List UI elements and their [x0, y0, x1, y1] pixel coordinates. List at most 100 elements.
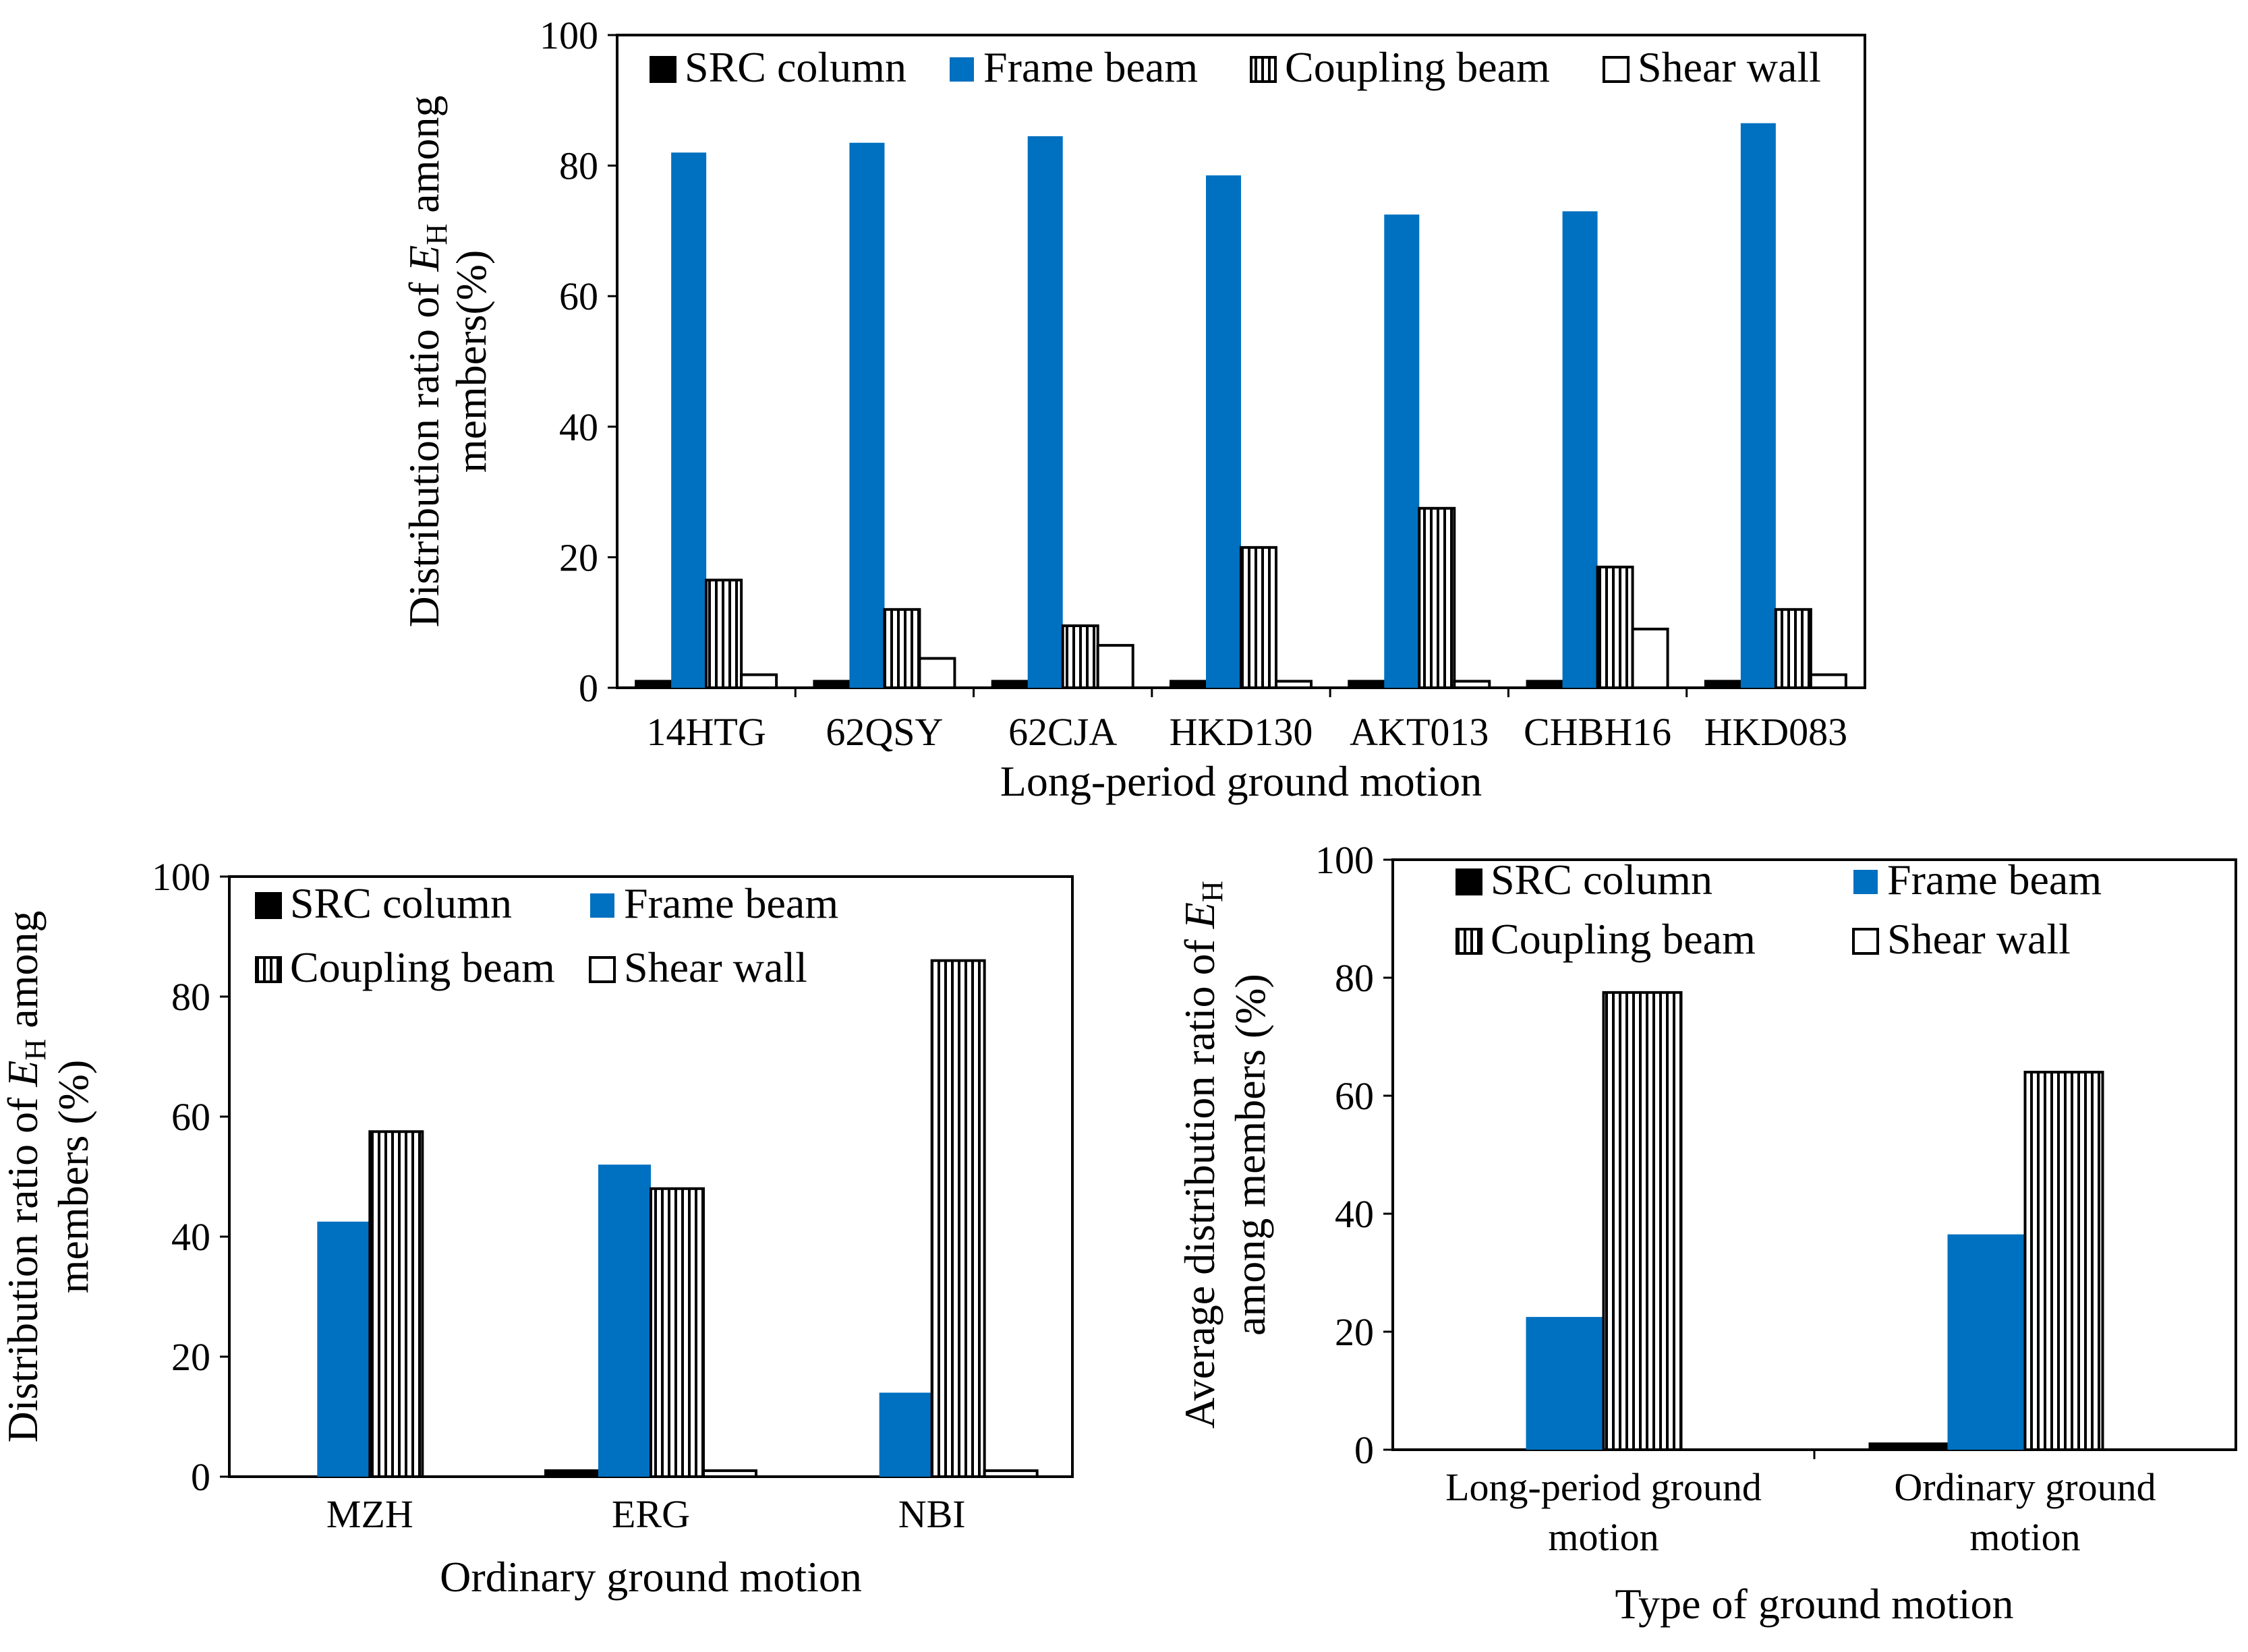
y-tick-label: 40	[559, 405, 598, 449]
bar-src-column	[1348, 680, 1386, 690]
bar-shear-wall	[702, 1469, 757, 1479]
legend-swatch-shear-wall	[589, 956, 616, 983]
bar-shear-wall	[740, 673, 778, 690]
legend-label-coupling-beam: Coupling beam	[1491, 915, 1756, 963]
y-tick-label: 20	[171, 1335, 210, 1379]
bar-coupling-beam	[1596, 565, 1634, 689]
y-axis-title-line2: members(%)	[447, 250, 495, 473]
y-tick-label: 0	[191, 1455, 210, 1499]
bar-src-column	[635, 680, 673, 690]
x-tick-label: ERG	[612, 1492, 690, 1536]
legend-swatch-frame-beam	[590, 893, 614, 918]
bar-frame-beam	[1027, 136, 1063, 688]
x-axis-title: Long-period ground motion	[1000, 757, 1482, 805]
bar-src-column	[1526, 680, 1564, 690]
chart-long-period: 0 20 40 60 80 100 14HTG 62QSY 62CJA HKD130 AKT013 C…	[400, 13, 1866, 805]
bar-shear-wall	[1809, 673, 1847, 690]
bar-frame-beam	[1947, 1234, 2025, 1450]
y-tick-label: 80	[171, 975, 210, 1019]
y-axis-title-line1: Average distribution ratio of EH	[1176, 881, 1229, 1429]
legend-label-coupling-beam: Coupling beam	[290, 943, 555, 991]
bar-frame-beam	[1206, 175, 1241, 688]
bar-frame-beam	[1526, 1317, 1604, 1450]
legend-swatch-frame-beam	[950, 57, 974, 82]
x-tick-label: Long-period ground	[1445, 1465, 1762, 1509]
bar-shear-wall	[983, 1469, 1039, 1479]
bar-src-column	[544, 1469, 600, 1479]
bar-shear-wall	[1096, 644, 1134, 690]
legend-swatch-src-column	[650, 56, 676, 83]
legend-label-frame-beam: Frame beam	[983, 43, 1198, 91]
legend-label-coupling-beam: Coupling beam	[1285, 43, 1550, 91]
y-tick-label: 100	[540, 13, 598, 57]
bar-frame-beam	[849, 142, 885, 688]
bar-src-column	[1704, 680, 1742, 690]
x-tick-label: CHBH16	[1524, 710, 1671, 754]
x-axis-title: Type of ground motion	[1615, 1580, 2014, 1628]
legend-label-frame-beam: Frame beam	[1887, 856, 2102, 904]
y-tick-label: 60	[559, 274, 598, 318]
bar-shear-wall	[1453, 680, 1491, 690]
legend-swatch-coupling-beam	[1456, 928, 1482, 955]
bar-frame-beam	[317, 1221, 370, 1477]
legend-label-src-column: SRC column	[685, 43, 906, 91]
bar-shear-wall	[1631, 627, 1669, 690]
legend-swatch-src-column	[255, 892, 282, 919]
bar-coupling-beam	[930, 959, 986, 1478]
bar-coupling-beam	[1240, 545, 1277, 689]
chart-average: 0 20 40 60 80 100 Long-period ground motion Ordi…	[1176, 838, 2237, 1628]
y-tick-label: 40	[171, 1215, 210, 1259]
bar-frame-beam	[671, 152, 707, 688]
y-tick-label: 40	[1335, 1192, 1374, 1236]
legend-label-src-column: SRC column	[290, 879, 512, 927]
y-tick-label: 0	[579, 666, 598, 710]
bar-coupling-beam	[1061, 624, 1099, 689]
bar-frame-beam	[879, 1392, 932, 1477]
bar-frame-beam	[1562, 211, 1598, 688]
legend-label-frame-beam: Frame beam	[624, 879, 838, 927]
y-tick-label: 60	[1335, 1074, 1374, 1118]
bar-coupling-beam	[883, 608, 921, 690]
x-tick-label: 14HTG	[647, 710, 766, 754]
bar-frame-beam	[1384, 214, 1420, 688]
bar-src-column	[1170, 680, 1207, 690]
bar-coupling-beam	[705, 579, 743, 690]
x-tick-label: motion	[1548, 1515, 1659, 1559]
legend-swatch-frame-beam	[1853, 870, 1878, 894]
bar-coupling-beam	[1418, 506, 1456, 689]
x-tick-label: Ordinary ground	[1894, 1465, 2156, 1509]
x-tick-label: 62QSY	[826, 710, 943, 754]
y-tick-label: 100	[152, 855, 210, 899]
bar-shear-wall	[1275, 680, 1313, 690]
bar-src-column	[813, 680, 851, 690]
bar-coupling-beam	[1602, 991, 1683, 1451]
x-tick-label: AKT013	[1350, 710, 1489, 754]
legend-swatch-coupling-beam	[255, 956, 282, 983]
y-axis-title-line1: Distribution ratio of EH among	[400, 96, 453, 628]
x-tick-label: motion	[1969, 1515, 2080, 1559]
legend-label-shear-wall: Shear wall	[1638, 43, 1821, 91]
y-axis-title-line2: members (%)	[49, 1060, 97, 1294]
bar-coupling-beam	[368, 1130, 424, 1478]
bar-src-column	[1868, 1442, 1949, 1451]
y-tick-label: 0	[1354, 1428, 1374, 1472]
bar-frame-beam	[1740, 123, 1776, 688]
legend-swatch-coupling-beam	[1250, 56, 1277, 83]
legend-label-shear-wall: Shear wall	[624, 943, 807, 991]
bar-shear-wall	[918, 657, 956, 690]
x-tick-label: NBI	[898, 1492, 966, 1536]
x-tick-label: 62CJA	[1008, 710, 1117, 754]
x-tick-label: HKD130	[1170, 710, 1313, 754]
bar-src-column	[991, 680, 1029, 690]
x-axis-title: Ordinary ground motion	[440, 1553, 862, 1601]
x-tick-label: MZH	[326, 1492, 413, 1536]
legend-swatch-shear-wall	[1603, 56, 1630, 83]
legend-label-src-column: SRC column	[1491, 856, 1712, 904]
y-tick-label: 60	[171, 1095, 210, 1139]
legend-swatch-src-column	[1456, 868, 1482, 895]
y-tick-label: 20	[1335, 1310, 1374, 1354]
y-tick-label: 80	[1335, 956, 1374, 1000]
chart-ordinary: 0 20 40 60 80 100 MZH ERG NBI Ordinary ground mot…	[0, 855, 1074, 1601]
y-axis-title-line2: among members (%)	[1226, 974, 1274, 1336]
